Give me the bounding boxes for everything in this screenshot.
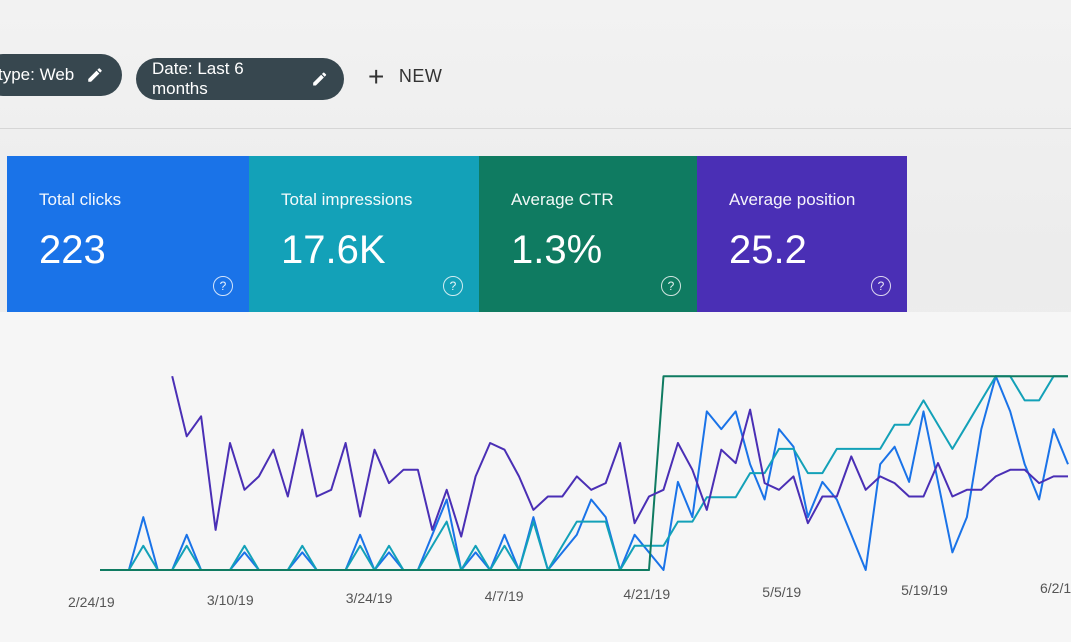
series-line-2 bbox=[100, 375, 1068, 571]
metric-label: Total impressions bbox=[281, 190, 413, 209]
x-tick-label: 2/24/19 bbox=[68, 594, 115, 610]
x-tick-label: 4/21/19 bbox=[623, 586, 670, 602]
metric-value: 1.3% bbox=[511, 228, 603, 272]
metrics-cards: Total clicks 223 ? Total impressions 17.… bbox=[7, 156, 907, 312]
average-position-card[interactable]: Average position 25.2 ? bbox=[697, 156, 907, 312]
help-circle-icon[interactable]: ? bbox=[443, 276, 463, 296]
pencil-icon[interactable] bbox=[311, 70, 328, 88]
x-tick-label: 3/24/19 bbox=[346, 590, 393, 606]
x-tick-label: 6/2/19 bbox=[1040, 580, 1071, 596]
series-line-1 bbox=[100, 375, 1068, 571]
performance-chart-panel: 2/24/19 3/10/19 3/24/19 4/7/19 4/21/19 5/5/19… bbox=[0, 312, 1071, 642]
x-tick-label: 4/7/19 bbox=[485, 588, 524, 604]
help-circle-icon[interactable]: ? bbox=[871, 276, 891, 296]
x-tick-label: 3/10/19 bbox=[207, 592, 254, 608]
help-circle-icon[interactable]: ? bbox=[661, 276, 681, 296]
metric-label: Total clicks bbox=[39, 190, 122, 209]
plus-icon: + bbox=[368, 60, 385, 92]
average-ctr-card[interactable]: Average CTR 1.3% ? bbox=[479, 156, 697, 312]
type-filter-label: type: Web bbox=[0, 65, 75, 84]
x-tick-label: 5/19/19 bbox=[901, 582, 948, 598]
new-button-label: NEW bbox=[398, 66, 443, 86]
x-tick-label: 5/5/19 bbox=[762, 584, 801, 600]
series-line-3 bbox=[171, 375, 1068, 538]
metric-label: Average position bbox=[729, 190, 856, 209]
date-filter-chip[interactable]: Date: Last 6 months bbox=[136, 58, 344, 100]
filter-toolbar: type: Web Date: Last 6 months + NEW bbox=[0, 48, 1071, 112]
series-line-0 bbox=[100, 375, 1069, 571]
help-circle-icon[interactable]: ? bbox=[213, 276, 233, 296]
metric-label: Average CTR bbox=[511, 190, 614, 209]
pencil-icon[interactable] bbox=[86, 66, 104, 84]
performance-chart: 2/24/19 3/10/19 3/24/19 4/7/19 4/21/19 5/5/19… bbox=[68, 375, 1071, 610]
metric-value: 25.2 bbox=[729, 228, 807, 272]
total-impressions-card[interactable]: Total impressions 17.6K ? bbox=[249, 156, 479, 312]
toolbar-divider bbox=[0, 128, 1071, 129]
metric-value: 223 bbox=[39, 228, 106, 272]
new-filter-button[interactable]: + NEW bbox=[368, 60, 443, 92]
metric-value: 17.6K bbox=[281, 228, 386, 272]
total-clicks-card[interactable]: Total clicks 223 ? bbox=[7, 156, 249, 312]
date-filter-label: Date: Last 6 months bbox=[152, 59, 244, 98]
type-filter-chip[interactable]: type: Web bbox=[0, 54, 122, 96]
